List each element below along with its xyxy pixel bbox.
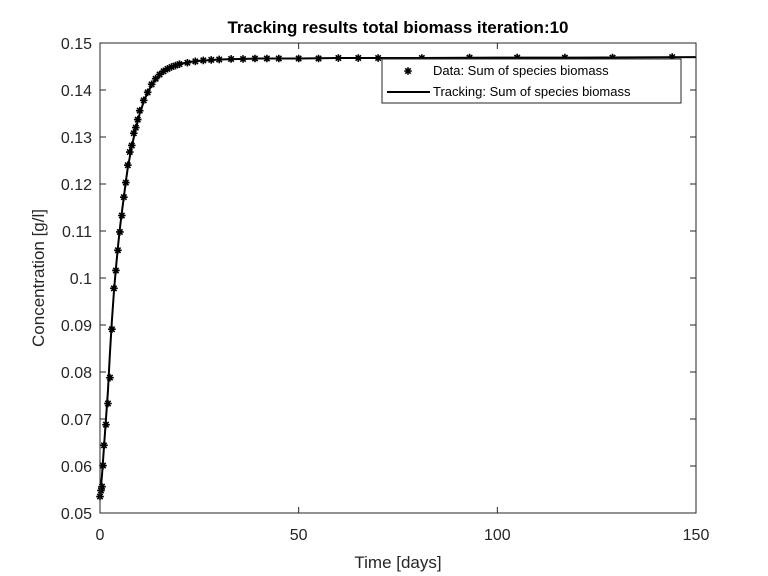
data-point xyxy=(135,106,144,115)
y-tick-label: 0.09 xyxy=(61,318,92,335)
data-point xyxy=(608,53,617,62)
data-point xyxy=(100,441,108,450)
data-point xyxy=(167,63,176,71)
legend-data-marker xyxy=(404,67,412,75)
data-point xyxy=(124,161,132,169)
y-tick-label: 0.14 xyxy=(61,83,92,100)
data-point xyxy=(104,399,112,408)
data-point xyxy=(106,373,114,382)
data-point xyxy=(183,58,192,67)
data-point xyxy=(127,141,136,150)
data-point xyxy=(116,228,124,236)
data-point xyxy=(263,54,271,63)
data-series-group xyxy=(96,53,676,501)
y-tick-label: 0.1 xyxy=(70,271,92,288)
data-point xyxy=(155,70,164,79)
x-tick-label: 100 xyxy=(484,527,511,544)
data-point xyxy=(668,53,676,61)
data-point xyxy=(99,461,107,470)
legend-tracking-label: Tracking: Sum of species biomass xyxy=(433,84,631,99)
data-point xyxy=(118,211,126,220)
data-point xyxy=(143,88,152,97)
y-tick-label: 0.13 xyxy=(61,130,92,147)
data-point xyxy=(227,55,235,63)
data-point xyxy=(126,148,134,156)
data-point xyxy=(465,53,474,62)
data-point xyxy=(275,54,283,63)
legend-box xyxy=(381,58,682,104)
y-tick-label: 0.07 xyxy=(61,412,92,429)
data-point xyxy=(207,56,216,64)
y-axis-label: Concentration [g/l] xyxy=(29,209,48,347)
data-point xyxy=(294,54,303,63)
x-tick-label: 50 xyxy=(290,527,308,544)
data-point xyxy=(561,53,569,62)
data-point xyxy=(239,55,247,63)
y-tick-label: 0.12 xyxy=(61,177,92,194)
data-point xyxy=(215,55,223,64)
data-point xyxy=(108,325,116,334)
data-point xyxy=(334,54,343,62)
data-point xyxy=(131,123,140,132)
data-point xyxy=(114,246,122,255)
data-point xyxy=(513,53,521,62)
data-point xyxy=(374,54,382,62)
data-point xyxy=(110,284,118,293)
data-point xyxy=(199,56,208,65)
ticks-group: 0 50 100 150 0.05 0.06 0.07 0.08 0.09 0.1 0.11 0.12… xyxy=(61,36,710,544)
data-point xyxy=(97,486,105,495)
chart-title: Tracking results total biomass iteration… xyxy=(227,18,568,37)
data-point xyxy=(147,80,156,89)
y-tick-label: 0.11 xyxy=(62,224,92,241)
data-point xyxy=(129,129,138,138)
data-point xyxy=(133,115,142,124)
data-point xyxy=(354,54,363,62)
data-point xyxy=(175,60,184,68)
x-tick-label: 0 xyxy=(96,527,105,544)
data-point xyxy=(191,57,200,66)
y-tick-label: 0.05 xyxy=(61,506,92,523)
data-point xyxy=(139,96,148,105)
data-point xyxy=(122,178,130,187)
data-point xyxy=(112,266,120,275)
legend-marker-glyph xyxy=(404,67,412,75)
data-point xyxy=(163,65,172,73)
data-point xyxy=(418,54,426,62)
data-point xyxy=(120,193,128,201)
data-point xyxy=(251,54,259,63)
data-point xyxy=(159,67,168,75)
plot-area xyxy=(100,43,696,513)
legend-data-label: Data: Sum of species biomass xyxy=(433,63,609,78)
x-axis-label: Time [days] xyxy=(354,553,441,572)
legend: Data: Sum of species biomass Tracking: S… xyxy=(381,58,682,104)
axes-box xyxy=(99,42,697,514)
data-point xyxy=(171,61,180,70)
data-point xyxy=(102,420,110,429)
y-tick-label: 0.15 xyxy=(61,36,92,53)
data-point xyxy=(151,74,160,83)
data-point xyxy=(314,54,323,63)
axes-frame xyxy=(99,42,697,514)
y-tick-label: 0.06 xyxy=(61,459,92,476)
y-tick-label: 0.08 xyxy=(61,365,92,382)
data-point xyxy=(98,482,106,491)
x-tick-label: 150 xyxy=(683,527,710,544)
